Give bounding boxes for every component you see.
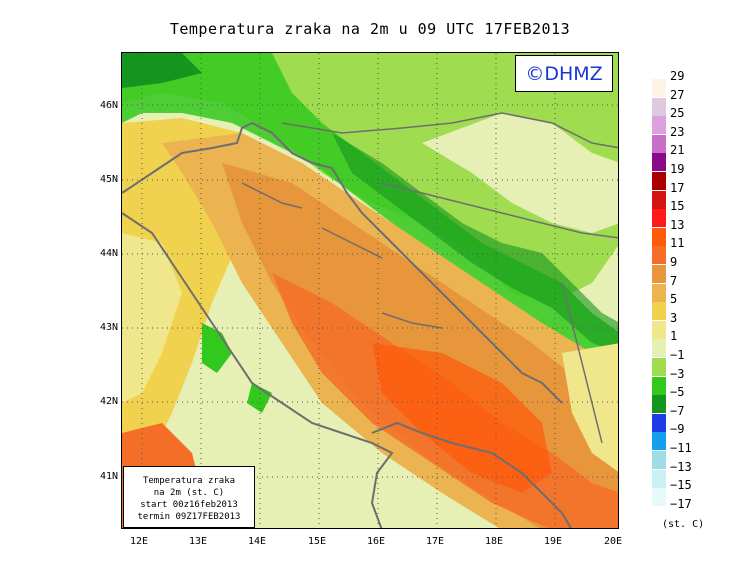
- info-line: start 00z16feb2013: [140, 500, 238, 510]
- legend-swatch: [652, 339, 666, 358]
- legend-unit: (st. C): [662, 519, 705, 530]
- legend-swatch: [652, 227, 666, 246]
- legend-label: 11: [670, 236, 685, 251]
- lon-label: 14E: [247, 536, 267, 547]
- lat-label: 42N: [99, 396, 118, 407]
- legend-label: −7: [670, 403, 685, 418]
- legend-swatch: [652, 488, 666, 507]
- legend-label: 1: [670, 329, 678, 344]
- lon-label: 15E: [307, 536, 327, 547]
- lat-label: 43N: [99, 322, 118, 333]
- eastern-border: [561, 282, 603, 444]
- gargano-coastline: [371, 421, 572, 528]
- lon-label: 19E: [543, 536, 563, 547]
- temperature-map: [121, 52, 619, 529]
- croatian-coastline: [122, 121, 563, 404]
- legend-swatch: [652, 153, 666, 172]
- legend-label: −17: [670, 496, 692, 511]
- legend-label: 19: [670, 162, 685, 176]
- south-adriatic-hot: [372, 343, 552, 493]
- balkan-south: [562, 343, 618, 472]
- legend-swatch: [652, 451, 666, 469]
- island-coast-3: [381, 312, 443, 329]
- legend-label: −9: [670, 422, 685, 437]
- lon-label: 13E: [188, 536, 208, 547]
- legend-swatch: [652, 432, 666, 451]
- legend-swatch: [652, 358, 666, 376]
- legend-swatch: [652, 283, 666, 302]
- legend-swatch: [652, 246, 666, 265]
- info-box: Temperatura zraka na 2m (st. C) start 00…: [123, 466, 255, 528]
- legend-swatch: [652, 190, 666, 209]
- lon-label: 20E: [603, 536, 623, 547]
- legend-label: 29: [670, 69, 685, 83]
- legend-swatch: [652, 116, 666, 135]
- lon-label: 17E: [425, 536, 445, 547]
- legend-swatch: [652, 265, 666, 283]
- legend-swatch: [652, 302, 666, 321]
- info-line: termin 09Z17FEB2013: [137, 512, 241, 522]
- lat-label: 44N: [99, 248, 118, 259]
- lon-label: 12E: [129, 536, 149, 547]
- legend-label: 5: [670, 292, 678, 307]
- legend-label: 23: [670, 124, 685, 139]
- temperature-map-canvas: [122, 53, 618, 528]
- legend-label: −3: [670, 366, 685, 381]
- lon-label: 16E: [366, 536, 386, 547]
- info-line: na 2m (st. C): [153, 488, 225, 498]
- italy-green-patch: [202, 323, 232, 373]
- lon-label: 18E: [484, 536, 504, 547]
- bih-border: [381, 182, 618, 239]
- pannonian-zone: [422, 113, 618, 233]
- legend-swatch: [652, 79, 666, 97]
- legend-label: 13: [670, 217, 685, 232]
- italy-cool: [122, 233, 182, 403]
- legend-label: −5: [670, 385, 685, 400]
- island-coast-2: [321, 227, 383, 259]
- island-coast-1: [241, 182, 303, 209]
- graticule: [122, 53, 618, 528]
- legend-label: 15: [670, 199, 685, 214]
- alps-cold: [122, 53, 202, 88]
- lat-label: 46N: [99, 100, 118, 111]
- legend-label: −15: [670, 478, 692, 493]
- legend-label: 25: [670, 106, 685, 121]
- legend-label: 21: [670, 143, 685, 158]
- legend-label: 7: [670, 273, 678, 288]
- color-legend: 29 27 25 23 21 19 17 15 13 11 9 7 5 3 1 −1 −3 −5 −7 −9 −11 −1…: [652, 70, 740, 546]
- legend-label: −13: [670, 459, 692, 474]
- northern-border: [281, 112, 618, 149]
- legend-swatch: [652, 320, 666, 339]
- map-title: Temperatura zraka na 2m u 09 UTC 17FEB20…: [169, 20, 571, 38]
- legend-swatch: [652, 469, 666, 488]
- dhmz-logo: ©DHMZ: [515, 55, 613, 92]
- legend-swatch: [652, 413, 666, 432]
- legend-swatch: [652, 376, 666, 395]
- legend-swatch: [652, 134, 666, 153]
- legend-swatch: [652, 97, 666, 116]
- legend-label: −1: [670, 348, 685, 362]
- italian-coastline: [122, 212, 394, 528]
- legend-swatch: [652, 395, 666, 414]
- lat-label: 45N: [99, 174, 118, 185]
- legend-label: 17: [670, 180, 685, 195]
- legend-label: 27: [670, 87, 685, 102]
- lat-label: 41N: [99, 471, 118, 482]
- legend-label: 3: [670, 310, 678, 325]
- legend-swatch: [652, 172, 666, 190]
- info-line: Temperatura zraka: [142, 476, 236, 486]
- legend-swatch: [652, 209, 666, 228]
- legend-label: −11: [670, 441, 692, 455]
- legend-label: 9: [670, 255, 678, 269]
